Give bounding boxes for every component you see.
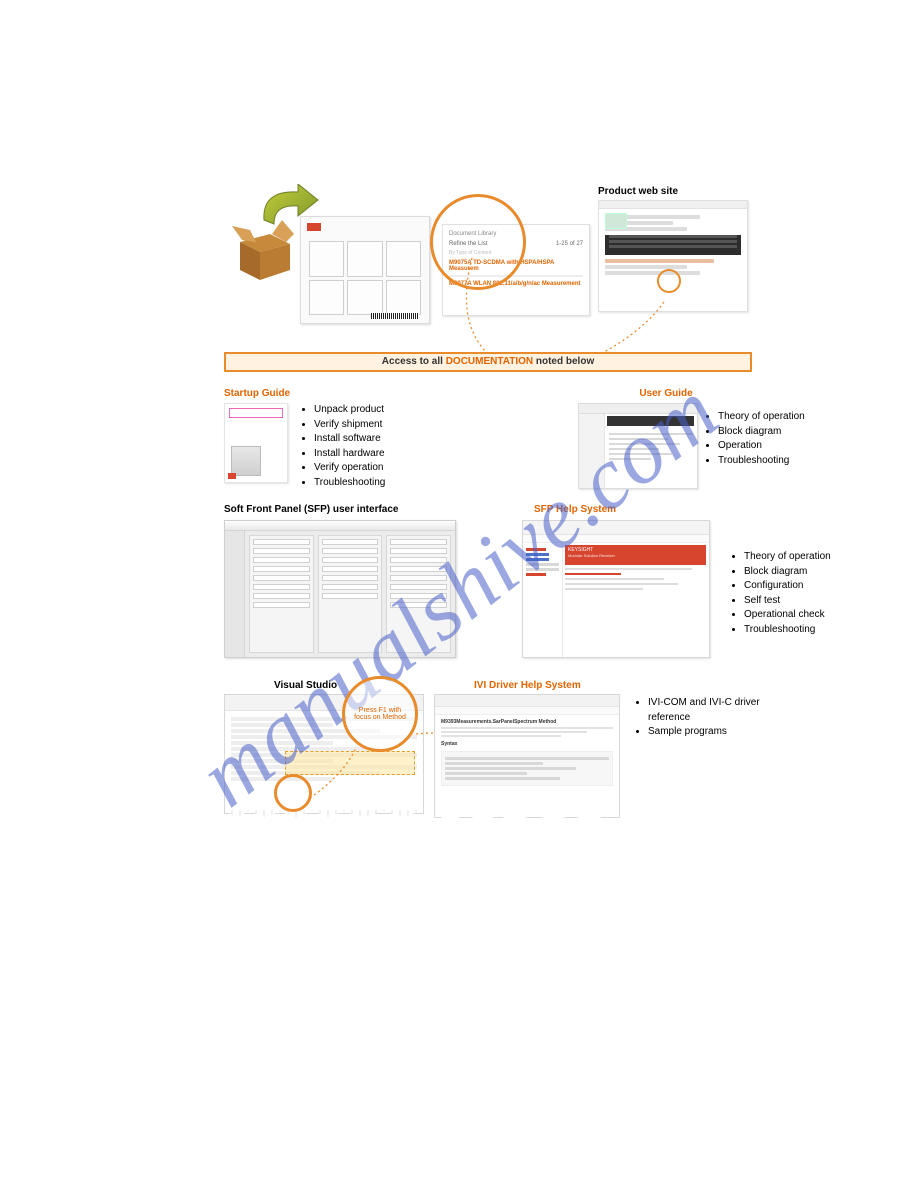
startup-guide-title: Startup Guide <box>224 388 494 399</box>
list-item: Self test <box>744 594 831 609</box>
banner-line1: Modular Solution Receiver <box>568 553 703 558</box>
ivi-method-heading: M9393Measurements.SarPanelSpectrum Metho… <box>441 719 613 725</box>
ivi-bullets: IVI-COM and IVI-C driver reference Sampl… <box>634 696 774 740</box>
product-box-icon <box>224 220 302 286</box>
list-item: Install hardware <box>314 447 494 462</box>
ivi-syntax-label: Syntax <box>441 741 613 747</box>
startup-guide-thumb <box>224 403 288 483</box>
sfp-window-thumb <box>224 520 456 658</box>
sfp-help-title: SFP Help System <box>534 504 616 515</box>
access-prefix: Access to all <box>382 356 446 367</box>
list-item: Block diagram <box>718 425 805 440</box>
access-documentation-bar: Access to all DOCUMENTATION noted below <box>224 352 752 372</box>
list-item: Verify operation <box>314 461 494 476</box>
ivi-help-title: IVI Driver Help System <box>474 680 581 691</box>
keysight-banner: KEYSIGHT Modular Solution Receiver <box>565 545 706 565</box>
sfp-row: Soft Front Panel (SFP) user interface SF… <box>224 504 752 674</box>
access-emph: DOCUMENTATION <box>446 356 533 367</box>
startup-poster-thumb <box>300 216 430 324</box>
press-f1-text: Press F1 with focus on Method <box>351 707 409 721</box>
list-item: Troubleshooting <box>744 623 831 638</box>
highlight-small-circle-icon <box>657 269 681 293</box>
user-guide-thumb <box>578 403 698 489</box>
list-item: Unpack product <box>314 403 494 418</box>
count-label: 1-25 of 27 <box>556 241 583 247</box>
press-f1-callout: Press F1 with focus on Method <box>342 676 418 752</box>
user-guide-title: User Guide <box>578 388 754 399</box>
list-item: Troubleshooting <box>718 454 805 469</box>
list-item: Configuration <box>744 579 831 594</box>
list-item: IVI-COM and IVI-C driver reference <box>648 696 774 725</box>
method-highlight-circle-icon <box>274 774 312 812</box>
sfp-help-thumb: KEYSIGHT Modular Solution Receiver <box>522 520 710 658</box>
list-item: Theory of operation <box>718 410 805 425</box>
list-item: Theory of operation <box>744 550 831 565</box>
list-item: Operational check <box>744 608 831 623</box>
product-web-title: Product web site <box>598 186 678 197</box>
vs-ivi-row: Visual Studio Press F1 with focus on Met… <box>224 680 752 850</box>
ivi-help-thumb: M9393Measurements.SarPanelSpectrum Metho… <box>434 694 620 818</box>
startup-guide-block: Startup Guide Unpack product Verify ship… <box>224 388 494 490</box>
sfp-help-bullets: Theory of operation Block diagram Config… <box>730 550 831 637</box>
startup-guide-bullets: Unpack product Verify shipment Install s… <box>300 403 494 490</box>
documentation-infographic: Document Library Refine the List 1-25 of… <box>224 190 752 850</box>
visual-studio-title: Visual Studio <box>274 680 337 691</box>
list-item: Block diagram <box>744 565 831 580</box>
list-item: Sample programs <box>648 725 774 740</box>
list-item: Operation <box>718 439 805 454</box>
sfp-title: Soft Front Panel (SFP) user interface <box>224 504 752 515</box>
access-suffix: noted below <box>533 356 594 367</box>
product-website-thumb <box>598 200 748 312</box>
list-item: Troubleshooting <box>314 476 494 491</box>
list-item: Install software <box>314 432 494 447</box>
user-guide-bullets: Theory of operation Block diagram Operat… <box>704 410 805 468</box>
top-row: Document Library Refine the List 1-25 of… <box>224 190 752 340</box>
barcode-icon <box>371 313 419 319</box>
keysight-logo-icon <box>307 223 321 231</box>
list-item: Verify shipment <box>314 418 494 433</box>
guides-row: Startup Guide Unpack product Verify ship… <box>224 388 752 498</box>
highlight-circle-icon <box>430 194 526 290</box>
keysight-logo-icon <box>228 473 236 479</box>
